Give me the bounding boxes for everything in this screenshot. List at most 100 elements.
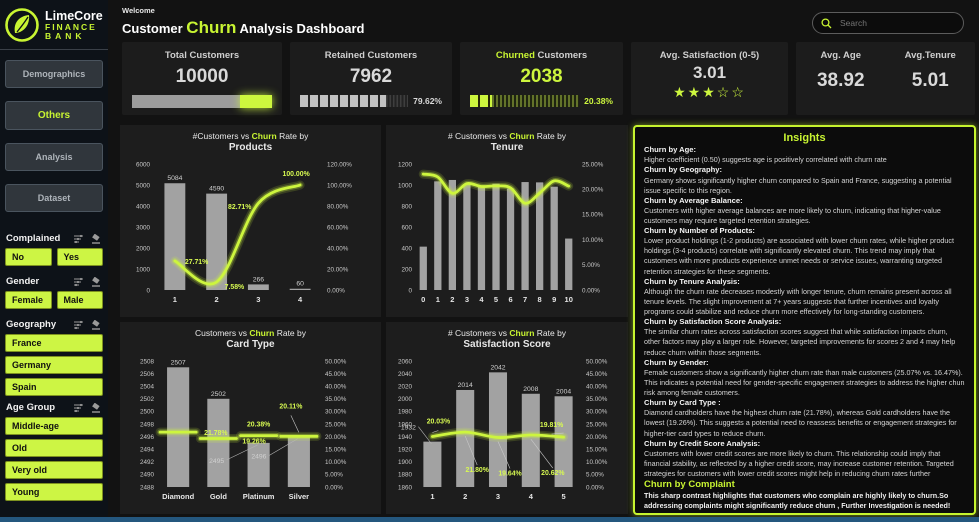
sidebar-nav: Demographics Others Analysis Dataset	[0, 50, 108, 212]
svg-text:1920: 1920	[398, 447, 413, 454]
svg-text:45.00%: 45.00%	[586, 371, 608, 378]
insight-body: This sharp contrast highlights that cust…	[644, 491, 951, 511]
svg-text:5000: 5000	[136, 182, 151, 189]
kpi-churned-label: Churned Customers	[460, 42, 623, 61]
filter-option-germany[interactable]: Germany	[5, 356, 103, 374]
kpi-total-customers: Total Customers 10000	[122, 42, 282, 115]
satisfaction-stars: ★★★☆☆	[673, 84, 746, 100]
insight-heading: Churn by Number of Products:	[644, 226, 755, 236]
svg-text:2504: 2504	[140, 384, 155, 391]
svg-text:25.00%: 25.00%	[582, 161, 604, 168]
svg-text:1: 1	[173, 295, 177, 304]
svg-text:1880: 1880	[398, 472, 413, 479]
svg-text:5: 5	[494, 295, 498, 304]
svg-text:2496: 2496	[251, 454, 266, 461]
svg-text:10: 10	[565, 295, 573, 304]
filter-option-no[interactable]: No	[5, 248, 52, 266]
search-box[interactable]	[812, 12, 964, 34]
insight-heading: Churn by Satisfaction Score Analysis:	[644, 317, 782, 327]
filter-option-france[interactable]: France	[5, 334, 103, 352]
filter-option-old[interactable]: Old	[5, 439, 103, 457]
svg-text:2060: 2060	[398, 358, 413, 365]
insight-heading: Churn by Geography:	[644, 165, 723, 175]
filter-option-young[interactable]: Young	[5, 483, 103, 501]
svg-text:20.00%: 20.00%	[586, 434, 608, 441]
svg-text:1932: 1932	[401, 425, 416, 432]
svg-text:82.71%: 82.71%	[228, 204, 251, 211]
svg-text:40.00%: 40.00%	[327, 245, 349, 252]
kpi-satisfaction-value: 3.01	[692, 63, 727, 82]
clear-filter-icon[interactable]	[91, 276, 102, 287]
filter-option-very-old[interactable]: Very old	[5, 461, 103, 479]
clear-filter-icon[interactable]	[91, 319, 102, 330]
svg-text:40.00%: 40.00%	[325, 384, 347, 391]
svg-text:20.62%: 20.62%	[541, 470, 564, 477]
sidebar-item-dataset[interactable]: Dataset	[5, 184, 103, 212]
svg-text:4: 4	[479, 295, 484, 304]
svg-text:2495: 2495	[209, 458, 224, 465]
insight-body: Customers with higher average balances a…	[644, 205, 941, 225]
filter-lines-icon	[74, 403, 83, 412]
svg-text:0.00%: 0.00%	[586, 484, 604, 491]
svg-text:5.00%: 5.00%	[325, 472, 343, 479]
svg-text:2000: 2000	[136, 245, 151, 252]
svg-text:2008: 2008	[523, 386, 538, 393]
insights-panel: Insights Churn by Age: Higher coefficient…	[633, 125, 976, 515]
svg-text:0.00%: 0.00%	[325, 484, 343, 491]
search-icon	[821, 17, 832, 28]
kpi-churned-customers: Churned Customers 2038 20.38%	[460, 42, 623, 115]
insight-heading: Churn by Credit Score Analysis:	[644, 438, 761, 448]
kpi-age-value: 38.92	[816, 70, 865, 91]
svg-text:27.71%: 27.71%	[185, 259, 208, 266]
svg-text:21.80%: 21.80%	[466, 467, 489, 474]
filter-option-male[interactable]: Male	[56, 291, 103, 309]
title-suffix: Analysis Dashboard	[236, 21, 365, 36]
svg-text:40.00%: 40.00%	[586, 384, 608, 391]
filter-label: Age Group	[6, 402, 56, 413]
sidebar-item-analysis[interactable]: Analysis	[5, 143, 103, 171]
svg-text:800: 800	[401, 203, 412, 210]
insight-body: Higher coefficient (0.50) suggests age i…	[644, 155, 887, 165]
svg-text:10.00%: 10.00%	[586, 459, 608, 466]
svg-text:400: 400	[401, 245, 412, 252]
svg-text:2000: 2000	[398, 396, 413, 403]
clear-filter-icon[interactable]	[91, 402, 102, 413]
svg-text:20.00%: 20.00%	[327, 266, 349, 273]
kpi-total-value: 10000	[175, 66, 229, 87]
insight-heading: Churn by Card Type :	[644, 398, 721, 408]
kpi-satisfaction-label: Avg. Satisfaction (0-5)	[659, 50, 760, 61]
svg-text:30.00%: 30.00%	[586, 409, 608, 416]
filter-option-yes[interactable]: Yes	[56, 248, 103, 266]
kpi-age-label: Avg. Age	[820, 50, 861, 61]
filter-option-spain[interactable]: Spain	[5, 378, 103, 396]
churned-pct: 20.38%	[584, 96, 613, 106]
svg-text:2: 2	[215, 295, 219, 304]
chart-title: #Customers vs Churn Rate by Products	[192, 131, 309, 153]
sidebar-item-demographics[interactable]: Demographics	[5, 60, 103, 88]
insight-heading: Churn by Gender:	[644, 357, 709, 367]
svg-text:2508: 2508	[140, 358, 155, 365]
search-input[interactable]	[838, 17, 942, 29]
chart-plot-cardtype: 2488 2490 2492 2494 2496 2498 2500 2502 2504 2506…	[140, 358, 347, 501]
clear-filter-icon[interactable]	[91, 233, 102, 244]
svg-text:2492: 2492	[140, 459, 155, 466]
svg-text:1: 1	[436, 295, 440, 304]
sidebar-item-others[interactable]: Others	[5, 101, 103, 130]
svg-text:3: 3	[496, 492, 500, 501]
filter-label: Complained	[6, 233, 61, 244]
svg-text:2500: 2500	[140, 409, 155, 416]
filter-lines-icon	[74, 320, 83, 329]
filter-option-female[interactable]: Female	[5, 291, 52, 309]
filter-option-middle-age[interactable]: Middle-age	[5, 417, 103, 435]
svg-text:0: 0	[146, 287, 150, 294]
chart-tenure: # Customers vs Churn Rate by Tenure 0 200 40…	[386, 125, 628, 317]
insights-body: Churn by Age: Higher coefficient (0.50) s…	[644, 145, 965, 511]
svg-text:2498: 2498	[140, 421, 155, 428]
kpi-churned-value: 2038	[520, 66, 563, 87]
svg-text:3: 3	[465, 295, 469, 304]
svg-text:2496: 2496	[140, 434, 155, 441]
svg-text:100.00%: 100.00%	[283, 171, 310, 178]
svg-text:35.00%: 35.00%	[325, 396, 347, 403]
taskbar-strip	[0, 517, 979, 522]
svg-text:2490: 2490	[140, 472, 155, 479]
